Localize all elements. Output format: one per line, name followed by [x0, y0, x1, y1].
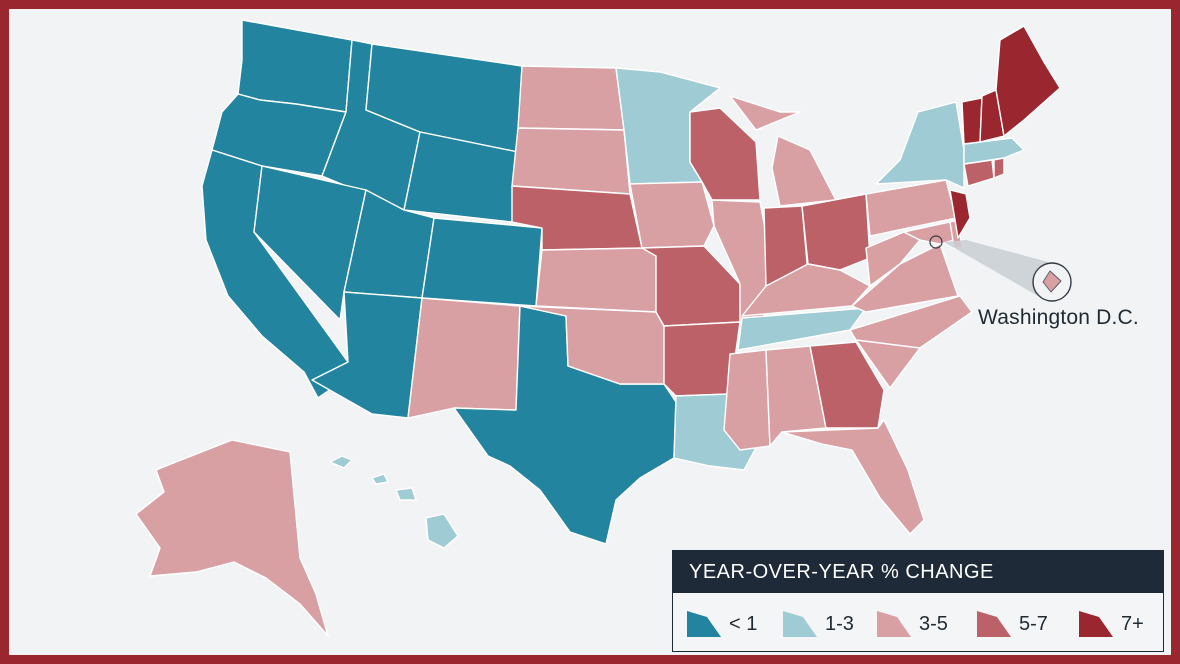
- legend-label: < 1: [729, 613, 758, 635]
- state-wisconsin[interactable]: [689, 107, 761, 201]
- legend-swatch: [877, 611, 911, 637]
- state-kansas[interactable]: [535, 247, 657, 313]
- state-south-dakota[interactable]: [511, 127, 631, 195]
- dc-callout-label: Washington D.C.: [978, 306, 1139, 329]
- legend-label: 7+: [1121, 613, 1144, 635]
- state-iowa[interactable]: [629, 181, 715, 249]
- state-alabama[interactable]: [765, 345, 827, 447]
- state-colorado[interactable]: [421, 217, 543, 307]
- state-nevada[interactable]: [253, 165, 367, 321]
- state-massachusetts[interactable]: [963, 137, 1025, 165]
- state-alaska[interactable]: [135, 439, 329, 637]
- state-virginia[interactable]: [851, 243, 959, 313]
- state-hawaii[interactable]: [329, 455, 459, 549]
- legend-label: 5-7: [1019, 613, 1048, 635]
- legend-label: 1-3: [825, 613, 854, 635]
- state-maine[interactable]: [995, 25, 1061, 137]
- state-new-mexico[interactable]: [407, 297, 521, 419]
- legend-title: YEAR-OVER-YEAR % CHANGE: [673, 551, 1163, 593]
- legend-swatch: [977, 611, 1011, 637]
- state-north-carolina[interactable]: [849, 295, 973, 349]
- dc-locator-ring: [929, 235, 943, 249]
- legend: YEAR-OVER-YEAR % CHANGE < 1 1-3 3-5 5-7 …: [672, 550, 1164, 652]
- state-ohio[interactable]: [801, 193, 871, 271]
- state-mississippi[interactable]: [723, 349, 771, 451]
- state-georgia[interactable]: [809, 341, 885, 429]
- state-north-dakota[interactable]: [517, 65, 625, 131]
- state-florida[interactable]: [781, 419, 925, 535]
- state-missouri[interactable]: [641, 245, 741, 327]
- state-vermont[interactable]: [961, 97, 983, 145]
- state-rhode-island[interactable]: [993, 157, 1005, 179]
- dc-callout-beam: [944, 240, 1048, 296]
- state-west-virginia[interactable]: [865, 231, 921, 287]
- state-new-jersey[interactable]: [949, 189, 971, 239]
- state-new-york[interactable]: [875, 101, 965, 189]
- legend-swatch: [783, 611, 817, 637]
- state-washington-dc[interactable]: [1042, 270, 1062, 293]
- legend-items: < 1 1-3 3-5 5-7 7+: [687, 607, 1157, 641]
- legend-label: 3-5: [919, 613, 948, 635]
- state-michigan[interactable]: [729, 95, 837, 207]
- legend-swatch: [687, 611, 721, 637]
- legend-swatch: [1079, 611, 1113, 637]
